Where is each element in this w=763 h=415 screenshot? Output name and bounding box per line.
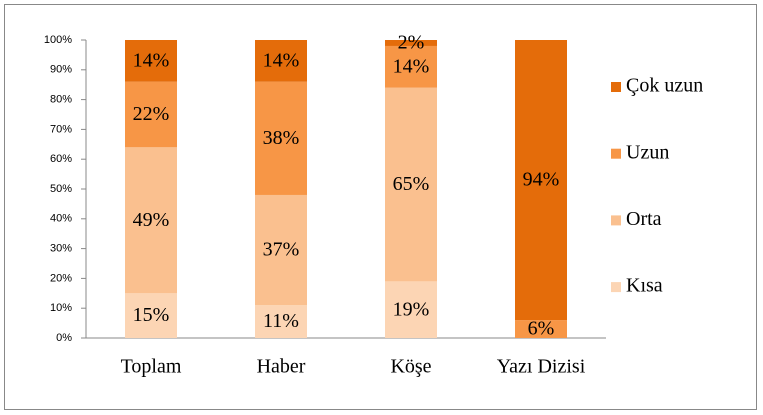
x-tick-label: Köşe xyxy=(390,356,431,378)
legend-label: Kısa xyxy=(626,275,663,297)
y-tick-label: 40% xyxy=(50,213,72,225)
data-label: 37% xyxy=(263,239,300,261)
data-label: 14% xyxy=(133,49,170,71)
y-tick-label: 80% xyxy=(50,94,72,106)
bar-segment xyxy=(515,320,567,338)
bar-segment xyxy=(385,45,437,88)
y-tick-label: 100% xyxy=(44,34,72,46)
x-tick-label: Haber xyxy=(257,356,306,378)
bar-segment xyxy=(255,40,307,82)
legend-label: Orta xyxy=(626,208,662,230)
data-label: 19% xyxy=(393,298,430,320)
bar-segment xyxy=(125,81,177,148)
legend-label: Uzun xyxy=(626,141,669,163)
bar-segment xyxy=(515,40,567,321)
y-tick-label: 0% xyxy=(56,332,72,344)
data-label: 2% xyxy=(398,32,425,54)
bar-segment xyxy=(125,147,177,294)
bar-segment xyxy=(125,293,177,338)
y-tick-label: 30% xyxy=(50,243,72,255)
y-tick-label: 70% xyxy=(50,123,72,135)
y-tick-label: 50% xyxy=(50,183,72,195)
bar-segment xyxy=(255,194,307,306)
bar-segment xyxy=(385,40,437,46)
data-label: 65% xyxy=(393,173,430,195)
bar-segment xyxy=(385,281,437,338)
bar-segment xyxy=(255,81,307,195)
bar-segment xyxy=(255,305,307,338)
legend-swatch xyxy=(611,82,621,92)
legend-swatch xyxy=(611,215,621,226)
data-label: 38% xyxy=(263,127,300,149)
y-tick-label: 20% xyxy=(50,272,72,284)
legend-swatch xyxy=(611,282,621,293)
data-label: 22% xyxy=(133,103,170,125)
y-tick-label: 90% xyxy=(50,64,72,76)
bar-segment xyxy=(125,40,177,82)
data-label: 14% xyxy=(263,49,300,71)
data-label: 11% xyxy=(263,310,299,332)
legend-label: Çok uzun xyxy=(626,75,703,97)
bar-segment xyxy=(385,87,437,282)
data-label: 94% xyxy=(523,169,560,191)
data-label: 6% xyxy=(528,318,555,340)
y-tick-label: 10% xyxy=(50,302,72,314)
y-tick-label: 60% xyxy=(50,153,72,165)
x-tick-label: Yazı Dizisi xyxy=(497,356,586,378)
data-label: 15% xyxy=(133,304,170,326)
data-label: 14% xyxy=(393,55,430,77)
legend-swatch xyxy=(611,148,621,159)
data-label: 49% xyxy=(133,209,170,231)
x-tick-label: Toplam xyxy=(121,356,182,378)
